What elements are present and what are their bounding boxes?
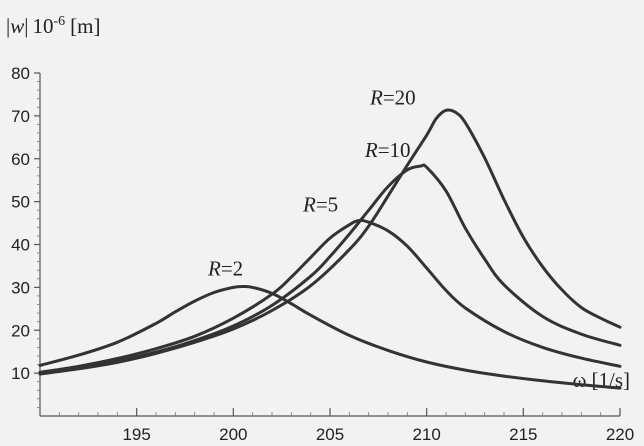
- series-label-var: R: [302, 193, 316, 217]
- y-tick-label-10: 10: [11, 364, 30, 383]
- x-tick-label-210: 210: [412, 425, 440, 444]
- y-axis-bar-left: |: [6, 14, 10, 38]
- x-tick-label-205: 205: [316, 425, 344, 444]
- series-label-value: =20: [383, 85, 416, 109]
- y-tick-label-70: 70: [11, 107, 30, 126]
- y-axis-symbol: w: [10, 14, 24, 38]
- series-label-var: R: [207, 257, 221, 281]
- series-line-r-5: [38, 218, 622, 374]
- series-line-r-20: [38, 108, 622, 376]
- series-label-r-20: R=20: [369, 85, 416, 109]
- y-axis-exponent: -6: [53, 14, 65, 29]
- x-tick-label-220: 220: [606, 425, 634, 444]
- y-axis-scale: 10: [32, 14, 53, 38]
- y-tick-label-40: 40: [11, 236, 30, 255]
- y-tick-label-80: 80: [11, 64, 30, 83]
- y-axis-title: |w| 10-6 [m]: [6, 14, 100, 38]
- series-label-r-2: R=2: [207, 257, 243, 281]
- x-tick-label-200: 200: [219, 425, 247, 444]
- series-label-r-5: R=5: [302, 193, 338, 217]
- series-label-value: =2: [221, 257, 243, 281]
- x-tick-label-215: 215: [509, 425, 537, 444]
- y-axis-bar-right: |: [24, 14, 28, 38]
- x-axis-symbol: ω: [573, 368, 587, 392]
- y-tick-label-60: 60: [11, 150, 30, 169]
- series-label-r-10: R=10: [364, 138, 411, 162]
- x-tick-label-195: 195: [122, 425, 150, 444]
- series-label-value: =5: [316, 193, 338, 217]
- axis-ticks: 10 20 30 40 50 60 70 80 195 200 205 210 215 220: [11, 64, 634, 444]
- series-label-var: R: [364, 138, 378, 162]
- y-tick-label-20: 20: [11, 321, 30, 340]
- series-label-var: R: [369, 85, 383, 109]
- y-axis-unit: [m]: [70, 14, 100, 38]
- series-labels: R=2R=5R=10R=20: [207, 85, 416, 280]
- series-label-value: =10: [378, 138, 411, 162]
- y-tick-label-30: 30: [11, 278, 30, 297]
- y-tick-label-50: 50: [11, 193, 30, 212]
- series-lines: [38, 108, 622, 390]
